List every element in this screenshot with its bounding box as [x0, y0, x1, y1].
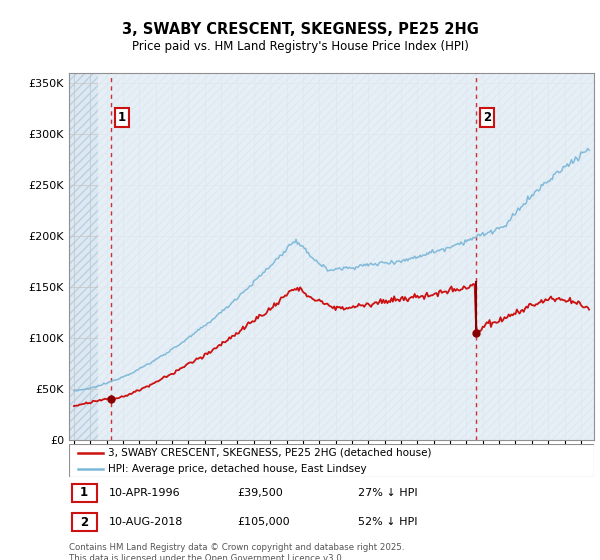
- Text: HPI: Average price, detached house, East Lindsey: HPI: Average price, detached house, East…: [109, 464, 367, 474]
- Text: 10-APR-1996: 10-APR-1996: [109, 488, 180, 498]
- Text: Price paid vs. HM Land Registry's House Price Index (HPI): Price paid vs. HM Land Registry's House …: [131, 40, 469, 53]
- Text: 2: 2: [483, 111, 491, 124]
- Text: 3, SWABY CRESCENT, SKEGNESS, PE25 2HG: 3, SWABY CRESCENT, SKEGNESS, PE25 2HG: [122, 22, 478, 38]
- Text: Contains HM Land Registry data © Crown copyright and database right 2025.
This d: Contains HM Land Registry data © Crown c…: [69, 543, 404, 560]
- Text: 10-AUG-2018: 10-AUG-2018: [109, 517, 183, 528]
- Text: 52% ↓ HPI: 52% ↓ HPI: [358, 517, 417, 528]
- Bar: [71, 484, 97, 502]
- Bar: [71, 514, 97, 531]
- Text: £39,500: £39,500: [237, 488, 283, 498]
- Text: 27% ↓ HPI: 27% ↓ HPI: [358, 488, 418, 498]
- Text: 3, SWABY CRESCENT, SKEGNESS, PE25 2HG (detached house): 3, SWABY CRESCENT, SKEGNESS, PE25 2HG (d…: [109, 448, 432, 458]
- Text: £105,000: £105,000: [237, 517, 290, 528]
- Text: 1: 1: [118, 111, 126, 124]
- Text: 1: 1: [80, 486, 88, 500]
- Text: 2: 2: [80, 516, 88, 529]
